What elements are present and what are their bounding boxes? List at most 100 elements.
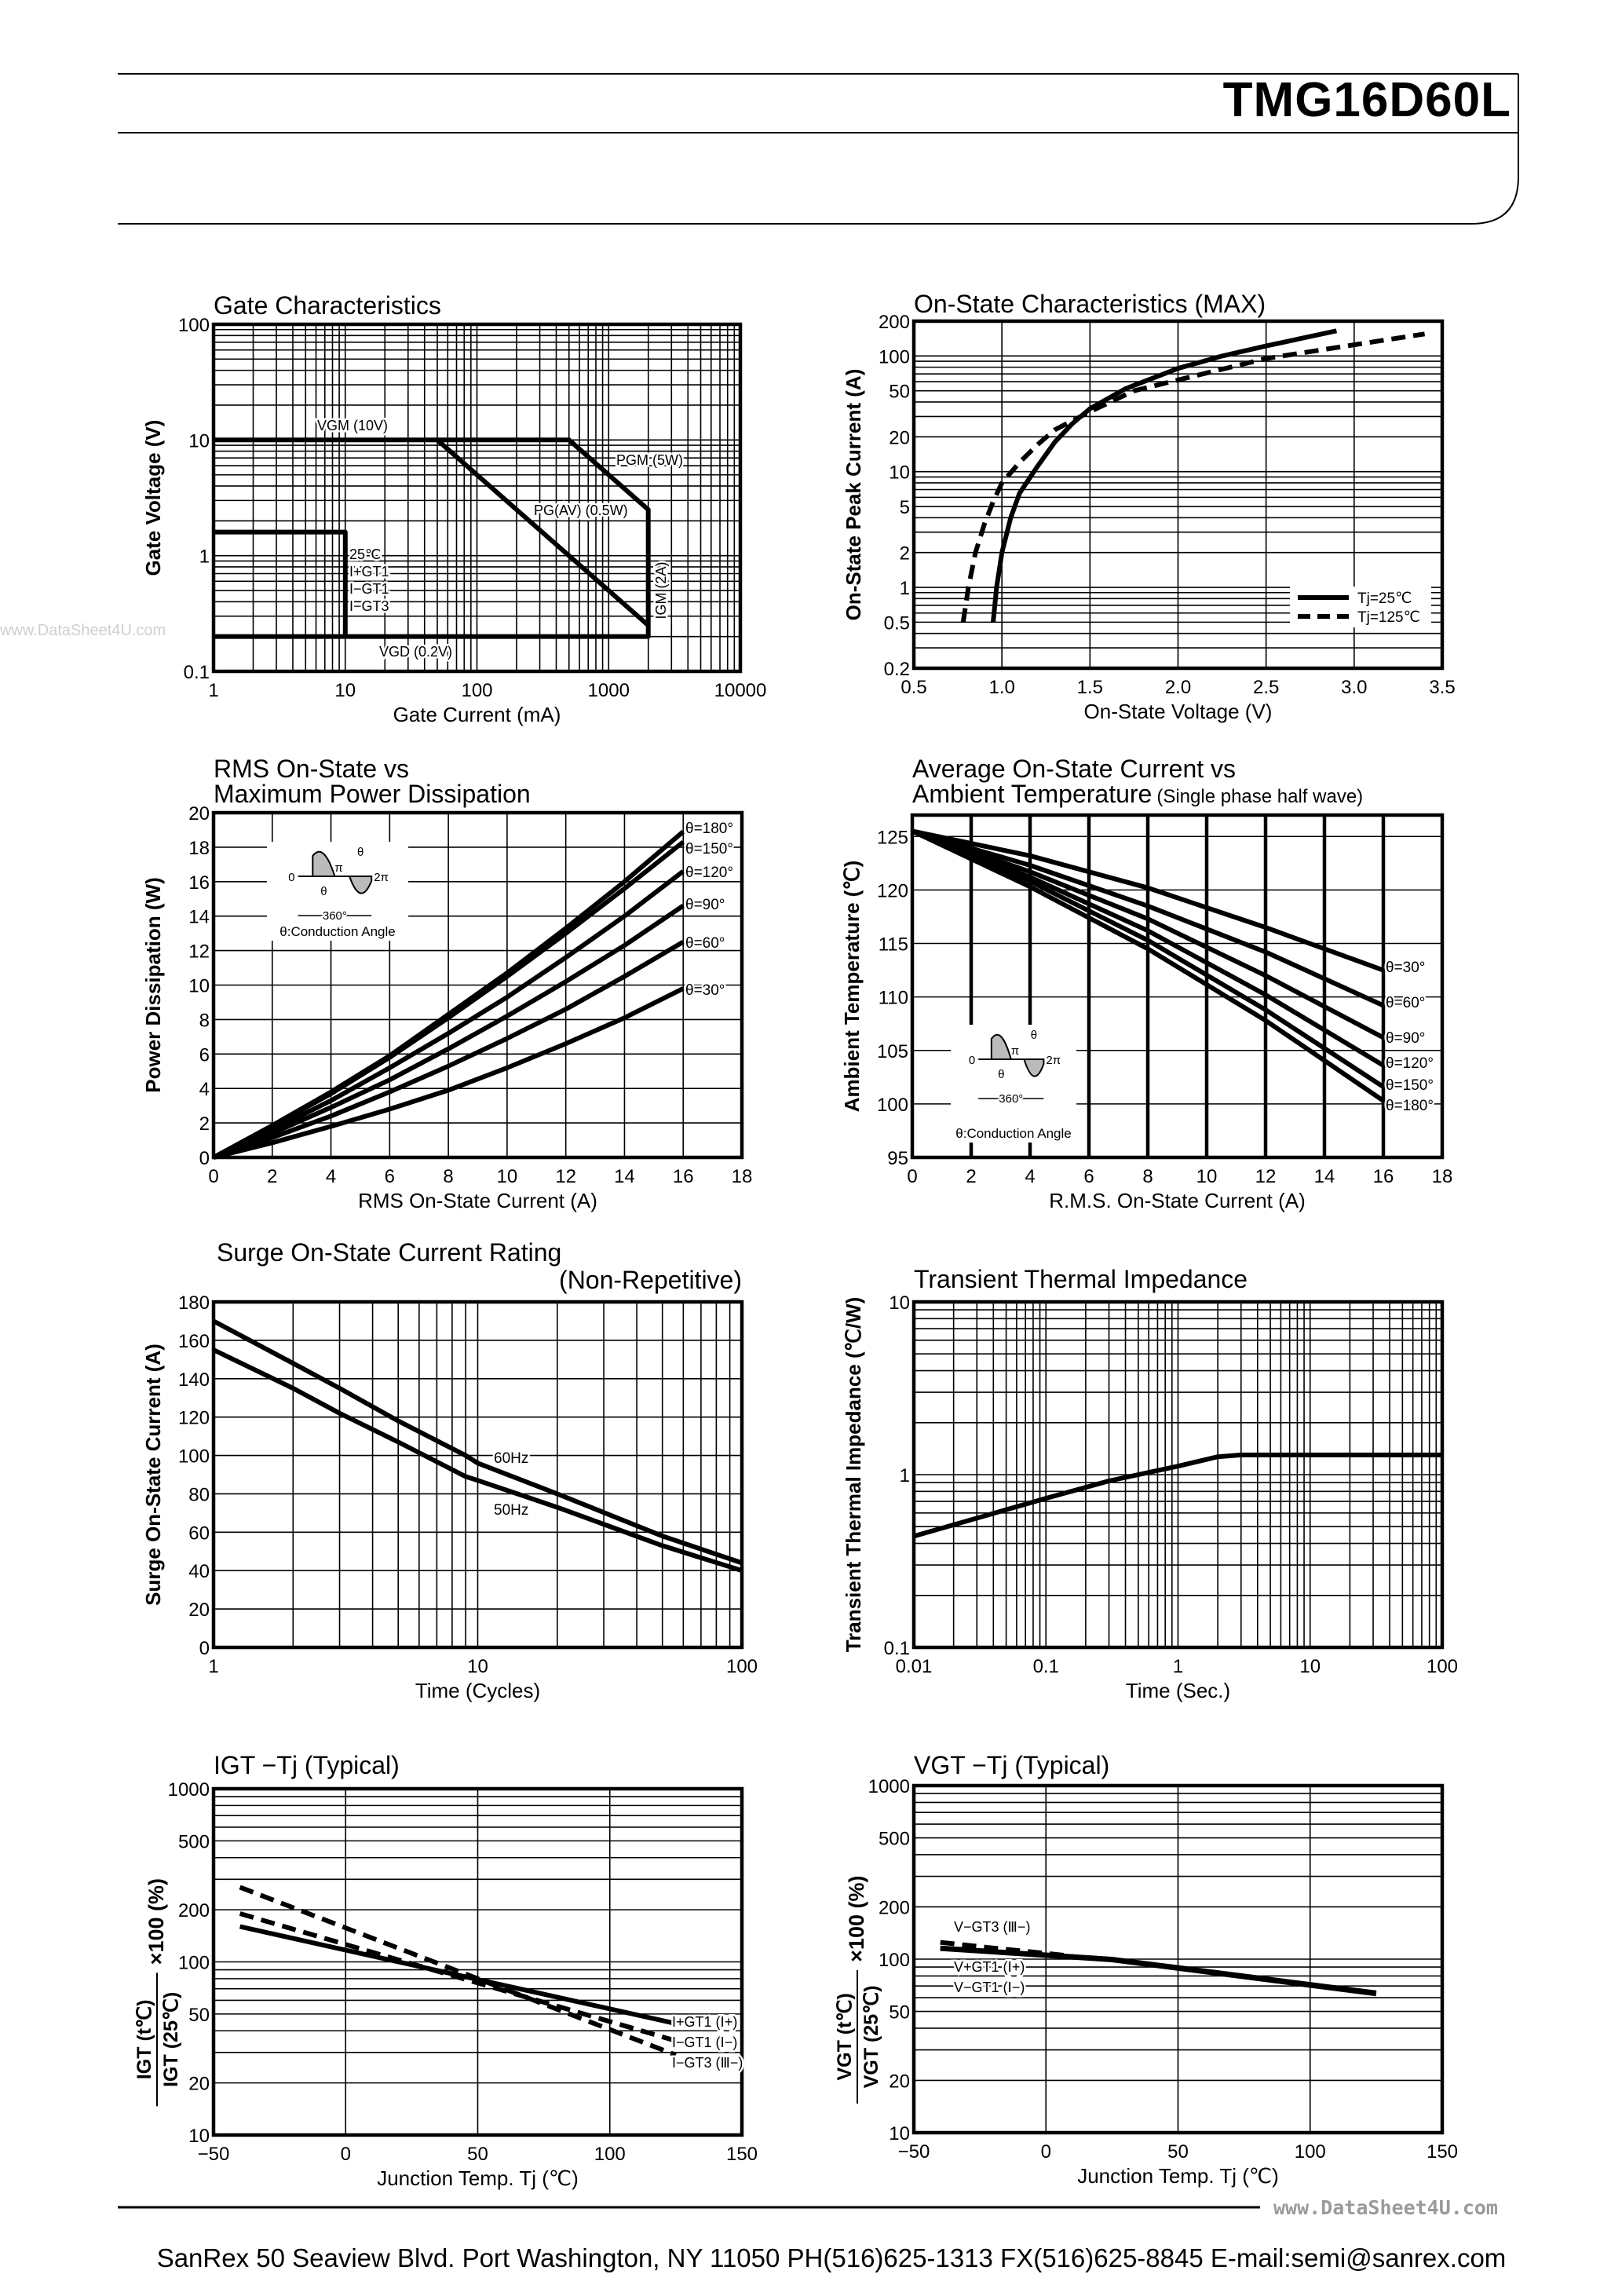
series-line-2 [212,869,685,1160]
x-tick-label: −50 [198,2144,230,2165]
y-tick-label: 10 [889,1292,910,1314]
series-label: 50Hz [494,1502,528,1519]
y-tick-label: 500 [879,1829,910,1850]
y-tick-label: 16 [188,872,210,894]
series-label: θ=30° [1386,960,1425,976]
x-tick-label: 10 [334,680,356,701]
series-label: I−GT3 (Ⅲ−) [672,2055,743,2071]
annotation: 25℃ [349,547,381,562]
x-axis-label: Gate Current (mA) [393,703,561,726]
footer-address: SanRex 50 Seaview Blvd. Port Washington,… [156,2243,1507,2272]
negative-half-wave-icon [348,876,373,894]
y-axis-label: Transient Thermal Impedance (℃/W) [842,1297,865,1653]
series-label: θ=150° [1386,1077,1434,1094]
x-tick-label: 12 [1255,1166,1277,1187]
x-tick-label: 2 [267,1166,277,1187]
chart-title: Average On-State Current vs [912,755,1236,783]
series-label: θ=60° [1386,995,1425,1011]
series-label: 60Hz [494,1450,528,1467]
plot-frame [211,322,743,674]
y-axis-label: Surge On-State Current (A) [141,1344,165,1606]
annotation: PGM (5W) [616,452,683,468]
gridlines [214,324,740,671]
series-label: θ=90° [1386,1030,1425,1047]
x-tick-label: 1 [208,680,218,701]
series-line-2 [940,1946,1377,1997]
chart-title: IGT −Tj (Typical) [214,1751,400,1779]
inset-theta-2: θ [357,846,363,859]
x-tick-label: 3.5 [1429,677,1455,698]
y-tick-label: 115 [879,934,908,956]
series-label: θ=120° [1386,1055,1434,1072]
chart-1: 0.5 1.0 1.5 2.0 2.5 3.0 3.50.20.51251020501002… [842,290,1456,723]
inset-theta: θ [998,1068,1004,1081]
inset-pi: π [1011,1044,1019,1058]
x-axis-label: Time (Cycles) [415,1679,540,1702]
y-tick-label: 6 [199,1044,210,1066]
x-tick-label: 18 [732,1166,753,1187]
y-tick-label: 0 [199,1638,210,1659]
y-tick-label: 110 [879,988,908,1009]
inset-two-pi: 2π [1046,1054,1061,1067]
x-axis-label: R.M.S. On-State Current (A) [1049,1189,1306,1212]
y-tick-label: 100 [879,1950,910,1971]
series-line-4 [213,940,685,1160]
x-axis-label: Time (Sec.) [1126,1679,1230,1702]
y-tick-label: 0 [199,1148,210,1169]
series-label: θ=180° [685,821,733,837]
x-tick-label: 100 [1295,2141,1326,2163]
y-tick-label: 10 [188,976,210,997]
positive-half-wave-icon [312,850,336,877]
legend-background [1290,587,1431,627]
chart-title-line2: (Non-Repetitive) [559,1266,742,1294]
gridlines [914,1302,1442,1647]
annotation: I+GT1 [349,564,389,579]
series-label: V+GT1 (Ⅰ+) [954,1959,1025,1975]
series-label: I−GT1 (Ⅰ−) [672,2035,737,2050]
inset-caption: θ:Conduction Angle [955,1126,1071,1141]
y-tick-label: 95 [887,1148,908,1169]
y-tick-label: 2 [900,543,910,565]
chart-title-line2: Maximum Power Dissipation [214,780,531,808]
x-tick-label: 4 [1025,1166,1035,1187]
x-axis-label: On-State Voltage (V) [1084,700,1273,723]
inset-theta-2: θ [1031,1029,1037,1042]
chart-title-note: (Single phase half wave) [1156,786,1363,807]
x-tick-label: 1 [1173,1656,1183,1677]
x-tick-label: 1.5 [1077,677,1103,698]
x-tick-label: 10000 [714,680,767,701]
y-axis-label: IGT (t℃) IGT (25℃) ×100 (%) [133,1878,182,2107]
annotation: VGM (10V) [317,418,388,433]
gridlines [214,813,742,1157]
x-tick-label: 0 [208,1166,218,1187]
chart-title-line2: Ambient Temperature (Single phase half wa… [912,780,1363,808]
y-tick-label: 14 [188,907,210,928]
y-tick-label: 10 [188,2126,210,2147]
x-tick-label: 10 [497,1166,518,1187]
y-tick-label: 10 [889,462,910,484]
y-axis-label: Power Dissipation (W) [141,877,165,1092]
y-tick-label: 8 [199,1010,210,1031]
inset-zero: 0 [288,871,294,884]
annotation: PG(AV) (0.5W) [534,503,628,518]
chart-title: Surge On-State Current Rating [217,1238,561,1267]
y-tick-label: 125 [877,827,908,848]
x-tick-label: 0 [907,1166,917,1187]
x-axis-label: Junction Temp. Tj (℃) [377,2166,579,2190]
series-label: V−GT1 (Ⅰ−) [954,1980,1025,1995]
series-line-0 [911,828,1385,973]
chart-title: RMS On-State vs [214,755,409,783]
y-tick-label: 1 [900,578,910,599]
y-tick-label: 100 [178,1446,210,1468]
chart-title: On-State Characteristics (MAX) [914,290,1266,318]
x-tick-label: 14 [614,1166,635,1187]
y-tick-label: 180 [178,1292,210,1314]
x-tick-label: −50 [898,2141,930,2163]
annotation: IGM (2A) [653,561,669,619]
series-line-1 [212,839,685,1160]
plot-frame [211,1786,744,2137]
y-tick-label: 50 [889,382,910,403]
